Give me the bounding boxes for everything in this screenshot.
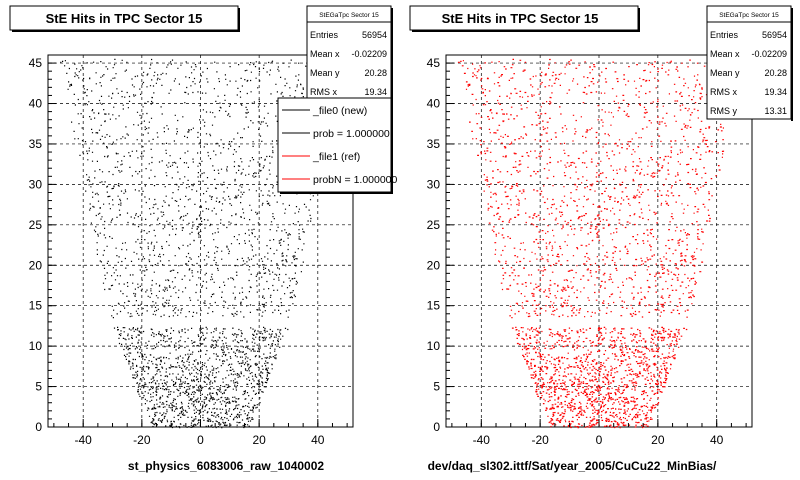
legend-label: probN = 1.000000 [313,174,398,186]
x-tick-label: 0 [596,433,603,447]
stats-value: -0.02209 [751,49,787,59]
stats-label: RMS x [310,87,338,97]
stats-label: RMS x [710,87,738,97]
y-tick-label: 40 [29,97,43,111]
x-tick-label: 40 [311,433,325,447]
stats-label: Mean y [310,68,340,78]
stats-label: RMS y [710,106,738,116]
legend: _file0 (new) prob = 1.000000 _file1 (ref) p… [277,97,398,194]
x-tick-label: 20 [252,433,266,447]
stats-label: Mean x [710,49,740,59]
y-tick-label: 5 [433,380,440,394]
stats-name: StEGaTpc Sector 15 [719,12,779,19]
y-tick-label: 35 [29,137,43,151]
left-panel: -40 -20 0 20 40 0 5 10 15 20 25 30 35 40 45 st_physics… [9,5,398,473]
stats-label: Entries [310,30,339,40]
stats-value: 19.34 [764,87,787,97]
y-tick-label: 30 [29,177,43,191]
y-tick-label: 10 [427,339,441,353]
y-tick-label: 20 [29,258,43,272]
x-tick-label: 40 [710,433,724,447]
y-tick-label: 30 [427,177,441,191]
right-panel: -40 -20 0 20 40 0 5 10 15 20 25 30 35 40 45 dev/daq_sl… [409,5,793,473]
stats-name: StEGaTpc Sector 15 [319,12,379,19]
stats-box: StEGaTpc Sector 15 Entries 56954 Mean x -0.… [706,5,793,121]
chart-title: StE Hits in TPC Sector 15 [46,11,203,26]
y-tick-label: 5 [35,380,42,394]
scatter-point-cloud [457,58,738,429]
x-axis-label: st_physics_6083006_raw_1040002 [128,459,324,473]
title-box: StE Hits in TPC Sector 15 [409,5,640,32]
stats-value: -0.02209 [351,49,387,59]
y-tick-label: 10 [29,339,43,353]
y-tick-label: 25 [29,218,43,232]
legend-label: _file0 (new) [312,105,367,117]
stats-label: Entries [710,30,739,40]
legend-label: _file1 (ref) [312,151,360,163]
y-tick-label: 15 [427,299,441,313]
y-tick-label: 0 [433,420,440,434]
stats-label: Mean x [310,49,340,59]
x-tick-label: 20 [651,433,665,447]
legend-label: prob = 1.000000 [313,128,390,140]
stats-value: 56954 [762,30,787,40]
x-tick-label: 0 [197,433,204,447]
stats-value: 20.28 [764,68,787,78]
y-tick-label: 25 [427,218,441,232]
y-tick-label: 0 [35,420,42,434]
chart-title: StE Hits in TPC Sector 15 [442,11,599,26]
x-tick-label: -20 [133,433,151,447]
title-box: StE Hits in TPC Sector 15 [9,5,240,32]
x-tick-label: -40 [75,433,93,447]
axes: -40 -20 0 20 40 0 5 10 15 20 25 30 35 40 45 [29,54,348,447]
scatter-points [457,58,738,429]
x-tick-label: -20 [531,433,549,447]
stats-value: 20.28 [364,68,387,78]
y-tick-label: 35 [427,137,441,151]
stats-label: Mean y [710,68,740,78]
y-tick-label: 45 [29,56,43,70]
y-tick-label: 20 [427,258,441,272]
stats-value: 56954 [362,30,387,40]
stats-value: 19.34 [364,87,387,97]
y-tick-label: 40 [427,97,441,111]
x-axis-label: dev/daq_sl302.ittf/Sat/year_2005/CuCu22_… [428,459,717,473]
x-tick-label: -40 [473,433,491,447]
axes: -40 -20 0 20 40 0 5 10 15 20 25 30 35 40 45 [427,54,747,447]
stats-box: StEGaTpc Sector 15 Entries 56954 Mean x -0.… [306,5,393,101]
stats-value: 13.31 [764,106,787,116]
y-tick-label: 15 [29,299,43,313]
y-tick-label: 45 [427,56,441,70]
